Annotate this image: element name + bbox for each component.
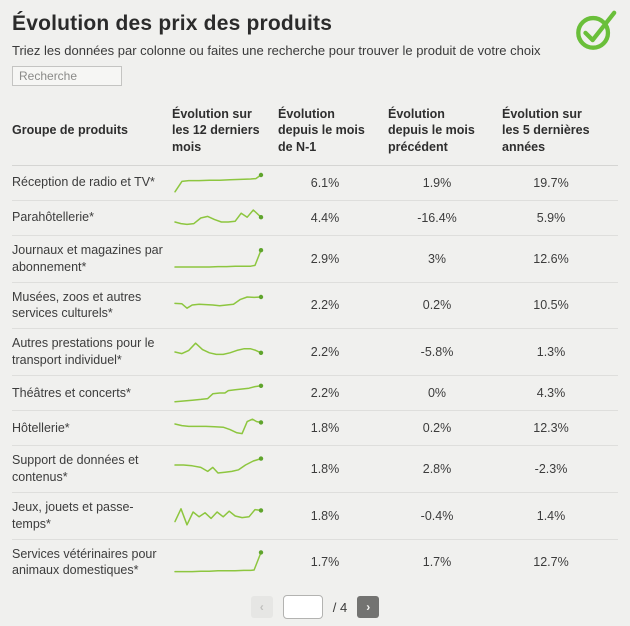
table-row: Services vétérinaires pour animaux domes… <box>12 540 618 586</box>
value-since-n1: 2.2% <box>310 345 340 360</box>
page-number-input[interactable] <box>282 595 323 620</box>
value-since-n1: 2.2% <box>310 386 340 400</box>
column-header-group[interactable]: Groupe de produits <box>12 123 128 138</box>
value-five-years: -2.3% <box>534 461 568 476</box>
value-since-prev: -0.4% <box>420 508 454 523</box>
sparkline-chart <box>172 376 270 410</box>
table-row: Parahôtellerie* 4.4% -16.4% 5.9% <box>12 201 618 236</box>
products-table: Groupe de produits Évolution sur les 12 … <box>12 98 618 585</box>
product-group-label: Réception de radio et TV* <box>12 175 155 190</box>
value-five-years: 5.9% <box>536 210 566 225</box>
value-since-prev: 2.8% <box>422 461 452 476</box>
sparkline-chart <box>172 288 270 322</box>
value-five-years: 12.3% <box>533 421 569 435</box>
subtitle: Triez les données par colonne ou faites … <box>12 43 541 58</box>
sparkline-chart <box>172 545 270 579</box>
column-header-5-years[interactable]: Évolution sur les 5 dernières années <box>502 107 590 154</box>
value-since-n1: 2.9% <box>310 251 340 266</box>
product-group-label: Autres prestations pour le transport ind… <box>12 336 155 368</box>
value-since-prev: 1.7% <box>422 555 452 570</box>
product-group-label: Jeux, jouets et passe-temps* <box>12 499 134 531</box>
value-since-n1: 1.7% <box>310 555 340 570</box>
product-group-label: Services vétérinaires pour animaux domes… <box>12 546 157 578</box>
product-group-label: Théâtres et concerts* <box>12 385 131 400</box>
value-since-n1: 1.8% <box>310 421 340 435</box>
sparkline-chart <box>172 411 270 445</box>
value-since-n1: 1.8% <box>310 461 340 476</box>
value-five-years: 1.3% <box>536 345 566 360</box>
sparkline-chart <box>172 201 270 235</box>
product-group-label: Hôtellerie* <box>12 420 70 435</box>
table-row: Réception de radio et TV* 6.1% 1.9% 19.7% <box>12 166 618 201</box>
column-header-since-n1[interactable]: Évolution depuis le mois de N-1 <box>278 107 365 154</box>
column-header-since-prev[interactable]: Évolution depuis le mois précédent <box>388 107 475 154</box>
pagination: ‹ / 4 › <box>12 595 618 620</box>
value-since-prev: -5.8% <box>420 345 454 360</box>
value-five-years: 4.3% <box>536 386 566 400</box>
value-since-prev: 0.2% <box>422 421 452 435</box>
value-since-prev: -16.4% <box>417 210 457 225</box>
product-group-label: Musées, zoos et autres services culturel… <box>12 289 142 321</box>
column-header-12-months[interactable]: Évolution sur les 12 derniers mois <box>172 107 260 154</box>
table-row: Musées, zoos et autres services culturel… <box>12 283 618 330</box>
previous-page-button[interactable]: ‹ <box>250 596 273 619</box>
value-since-n1: 1.8% <box>310 508 340 523</box>
value-since-n1: 6.1% <box>310 175 340 190</box>
sparkline-chart <box>172 499 270 533</box>
sparkline-chart <box>172 166 270 200</box>
check-circle-icon <box>574 8 618 52</box>
value-since-prev: 1.9% <box>422 175 452 190</box>
value-five-years: 12.7% <box>533 555 569 570</box>
value-five-years: 19.7% <box>533 175 569 190</box>
page-title: Évolution des prix des produits <box>12 12 333 35</box>
sparkline-chart <box>172 242 270 276</box>
value-five-years: 12.6% <box>533 251 569 266</box>
value-since-prev: 0.2% <box>422 298 452 313</box>
table-row: Journaux et magazines par abonnement* 2.9… <box>12 236 618 283</box>
next-page-button[interactable]: › <box>357 596 380 619</box>
table-row: Hôtellerie* 1.8% 0.2% 12.3% <box>12 411 618 446</box>
table-body: Réception de radio et TV* 6.1% 1.9% 19.7% Pa… <box>12 166 618 586</box>
table-row: Autres prestations pour le transport ind… <box>12 329 618 376</box>
product-group-label: Parahôtellerie* <box>12 210 94 225</box>
sparkline-chart <box>172 335 270 369</box>
value-since-n1: 2.2% <box>310 298 340 313</box>
value-five-years: 1.4% <box>536 508 566 523</box>
table-row: Jeux, jouets et passe-temps* 1.8% -0.4% 1.4… <box>12 493 618 540</box>
product-group-label: Journaux et magazines par abonnement* <box>12 242 163 274</box>
value-five-years: 10.5% <box>533 298 569 313</box>
value-since-n1: 4.4% <box>310 210 340 225</box>
sparkline-chart <box>172 452 270 486</box>
table-row: Support de données et contenus* 1.8% 2.8% -… <box>12 446 618 493</box>
value-since-prev: 3% <box>427 251 447 266</box>
table-header-row: Groupe de produits Évolution sur les 12 … <box>12 98 618 166</box>
search-input[interactable] <box>12 66 122 86</box>
page-total-label: / 4 <box>332 599 348 615</box>
product-group-label: Support de données et contenus* <box>12 453 139 484</box>
value-since-prev: 0% <box>427 386 447 400</box>
table-row: Théâtres et concerts* 2.2% 0% 4.3% <box>12 376 618 411</box>
